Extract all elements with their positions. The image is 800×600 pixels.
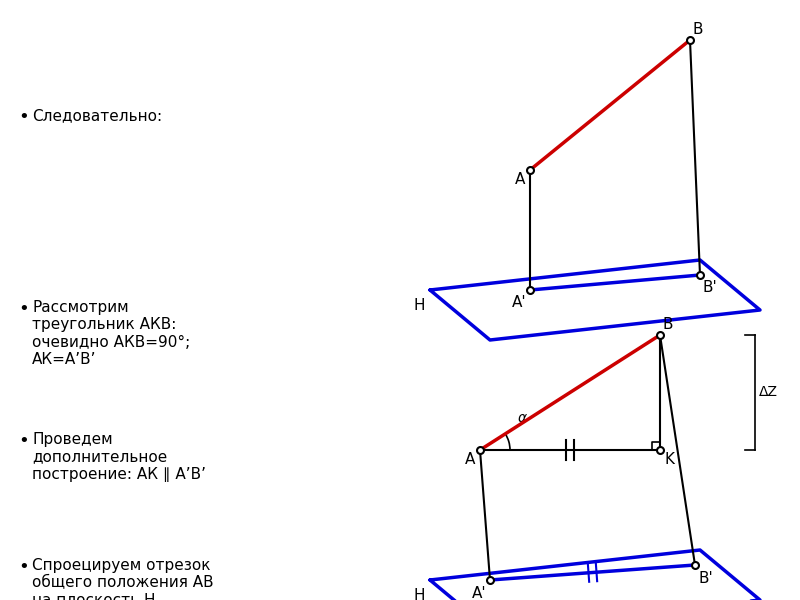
- Text: α: α: [518, 411, 527, 425]
- Text: A': A': [511, 295, 526, 310]
- Text: K: K: [664, 452, 674, 467]
- Text: H: H: [414, 298, 425, 313]
- Text: A': A': [471, 586, 486, 600]
- Text: ΔZ: ΔZ: [759, 385, 778, 400]
- Text: Следовательно:: Следовательно:: [32, 108, 162, 123]
- Text: Спроецируем отрезок
общего положения АВ
на плоскость Н.: Спроецируем отрезок общего положения АВ …: [32, 558, 214, 600]
- Text: Проведем
дополнительное
построение: АК ∥ А’В’: Проведем дополнительное построение: АК ∥…: [32, 432, 206, 482]
- Text: B: B: [693, 22, 703, 37]
- Text: •: •: [18, 108, 29, 126]
- Text: H: H: [414, 588, 425, 600]
- Text: B': B': [703, 280, 718, 295]
- Text: Рассмотрим
треугольник АКВ:
очевидно АКВ=90°;
АК=А’В’: Рассмотрим треугольник АКВ: очевидно АКВ…: [32, 300, 190, 367]
- Text: B: B: [663, 317, 674, 332]
- Text: •: •: [18, 300, 29, 318]
- Text: A: A: [465, 452, 475, 467]
- Text: •: •: [18, 432, 29, 450]
- Text: •: •: [18, 558, 29, 576]
- Text: A: A: [514, 172, 525, 187]
- Text: B': B': [698, 571, 713, 586]
